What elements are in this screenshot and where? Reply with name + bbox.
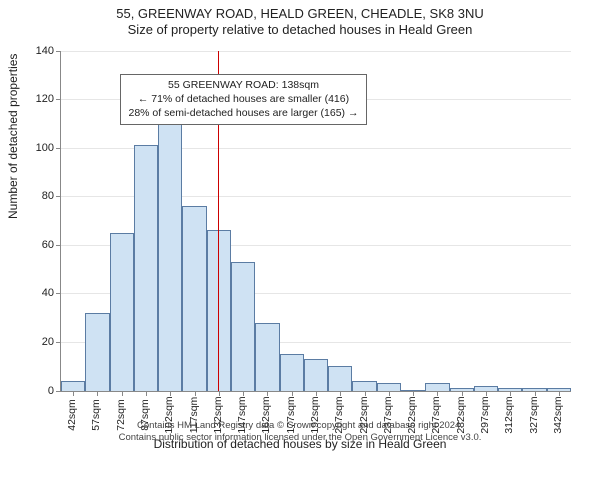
histogram-bar [182,206,206,391]
histogram-bar [85,313,109,391]
ytick-label: 120 [14,93,54,105]
histogram-bar [255,323,279,391]
histogram-bar [328,366,352,390]
histogram-bar [110,233,134,391]
xtick-mark [413,391,414,396]
xtick-mark [535,391,536,396]
xtick-mark [267,391,268,396]
histogram-bar [352,381,376,391]
xtick-mark [316,391,317,396]
histogram-bar [207,230,231,390]
annotation-line1: 55 GREENWAY ROAD: 138sqm [129,79,359,93]
histogram-bar [425,383,449,390]
xtick-mark [97,391,98,396]
xtick-mark [219,391,220,396]
plot-region: 55 GREENWAY ROAD: 138sqm← 71% of detache… [60,51,571,392]
histogram-bar [231,262,255,391]
ytick-mark [56,148,61,149]
histogram-bar [280,354,304,390]
ytick-label: 80 [14,190,54,202]
histogram-bar [158,106,182,390]
ytick-mark [56,99,61,100]
annotation-line2: ← 71% of detached houses are smaller (41… [129,93,359,107]
xtick-mark [195,391,196,396]
xtick-mark [437,391,438,396]
xtick-mark [340,391,341,396]
ytick-label: 100 [14,142,54,154]
xtick-mark [389,391,390,396]
xtick-mark [365,391,366,396]
xtick-mark [122,391,123,396]
ytick-label: 20 [14,336,54,348]
chart-area: 55 GREENWAY ROAD: 138sqm← 71% of detache… [0,39,600,449]
xtick-mark [559,391,560,396]
chart-title-line1: 55, GREENWAY ROAD, HEALD GREEN, CHEADLE,… [0,6,600,22]
histogram-bar [134,145,158,390]
annotation-line3: 28% of semi-detached houses are larger (… [129,107,359,121]
footer-line2: Contains public sector information licen… [0,432,600,444]
xtick-mark [243,391,244,396]
chart-footer: Contains HM Land Registry data © Crown c… [0,420,600,445]
ytick-label: 40 [14,287,54,299]
ytick-label: 0 [14,385,54,397]
ytick-label: 140 [14,45,54,57]
histogram-bar [377,383,401,390]
ytick-mark [56,293,61,294]
xtick-mark [486,391,487,396]
chart-title-block: 55, GREENWAY ROAD, HEALD GREEN, CHEADLE,… [0,0,600,39]
footer-line1: Contains HM Land Registry data © Crown c… [0,420,600,432]
gridline [61,51,571,52]
ytick-label: 60 [14,239,54,251]
xtick-mark [462,391,463,396]
xtick-mark [146,391,147,396]
chart-title-line2: Size of property relative to detached ho… [0,22,600,38]
histogram-bar [61,381,85,391]
xtick-mark [73,391,74,396]
xtick-mark [510,391,511,396]
ytick-mark [56,391,61,392]
annotation-box: 55 GREENWAY ROAD: 138sqm← 71% of detache… [120,74,368,125]
xtick-mark [170,391,171,396]
ytick-mark [56,51,61,52]
histogram-bar [304,359,328,391]
ytick-mark [56,245,61,246]
ytick-mark [56,196,61,197]
xtick-mark [292,391,293,396]
ytick-mark [56,342,61,343]
